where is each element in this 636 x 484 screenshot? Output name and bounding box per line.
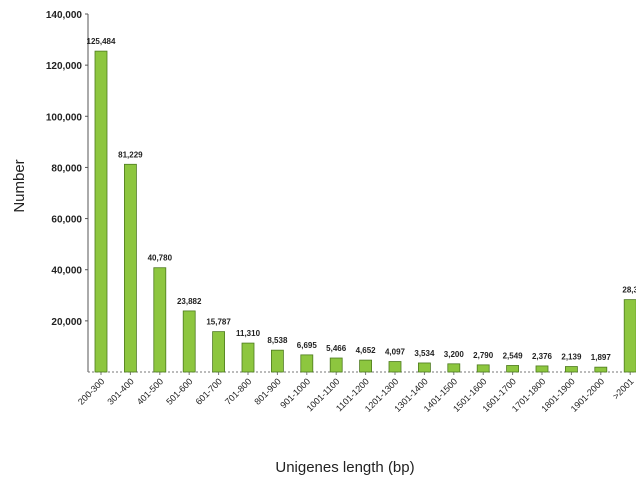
value-label: 3,534 [414, 349, 435, 358]
y-tick-label: 40,000 [51, 266, 82, 277]
value-label: 1,897 [591, 353, 612, 362]
bar [124, 163, 137, 373]
x-tick-label: 401-500 [135, 376, 165, 406]
value-label: 8,538 [267, 336, 288, 345]
x-tick-label: 301-400 [105, 376, 135, 406]
bar [565, 366, 578, 373]
y-tick-label: 20,000 [51, 317, 82, 328]
value-label: 4,652 [356, 346, 377, 355]
bar [153, 267, 167, 373]
x-axis-title: Unigenes length (bp) [275, 459, 414, 476]
bar [300, 354, 314, 373]
value-label: 40,780 [148, 254, 173, 263]
y-tick-label: 60,000 [51, 215, 82, 226]
value-label: 6,695 [297, 341, 318, 350]
bar [476, 364, 490, 373]
bar [447, 363, 461, 373]
value-label: 5,466 [326, 344, 347, 353]
value-label: 2,139 [561, 353, 582, 362]
value-label: 3,200 [444, 350, 465, 359]
value-label: 125,484 [87, 37, 116, 46]
value-label: 2,549 [503, 351, 524, 360]
value-label: 2,376 [532, 352, 553, 361]
value-label: 23,882 [177, 297, 202, 306]
bar [241, 342, 255, 373]
x-tick-label: 601-700 [194, 376, 224, 406]
bar [417, 362, 431, 373]
value-label: 4,097 [385, 348, 406, 357]
x-tick-label: >2001 [611, 376, 636, 401]
value-label: 11,310 [236, 329, 261, 338]
bar [212, 331, 226, 373]
x-tick-label: 501-600 [164, 376, 194, 406]
value-label: 2,790 [473, 351, 494, 360]
y-axis-title: Number [11, 159, 28, 212]
bar [506, 365, 520, 373]
bar [329, 357, 343, 373]
value-label: 15,787 [206, 318, 231, 327]
value-label: 81,229 [118, 150, 143, 159]
x-tick-label: 701-800 [223, 376, 253, 406]
bar [270, 349, 284, 373]
y-tick-label: 120,000 [46, 61, 83, 72]
bar [94, 50, 108, 373]
bar [623, 299, 636, 373]
bar [535, 365, 549, 373]
bar [388, 361, 402, 373]
bar [359, 359, 373, 373]
y-tick-label: 80,000 [51, 163, 82, 174]
x-tick-label: 200-300 [76, 376, 106, 406]
bar [182, 310, 196, 373]
bar [594, 366, 608, 373]
y-tick-label: 140,000 [46, 10, 83, 21]
value-label: 28,3 [622, 286, 636, 295]
y-tick-label: 100,000 [46, 112, 83, 123]
